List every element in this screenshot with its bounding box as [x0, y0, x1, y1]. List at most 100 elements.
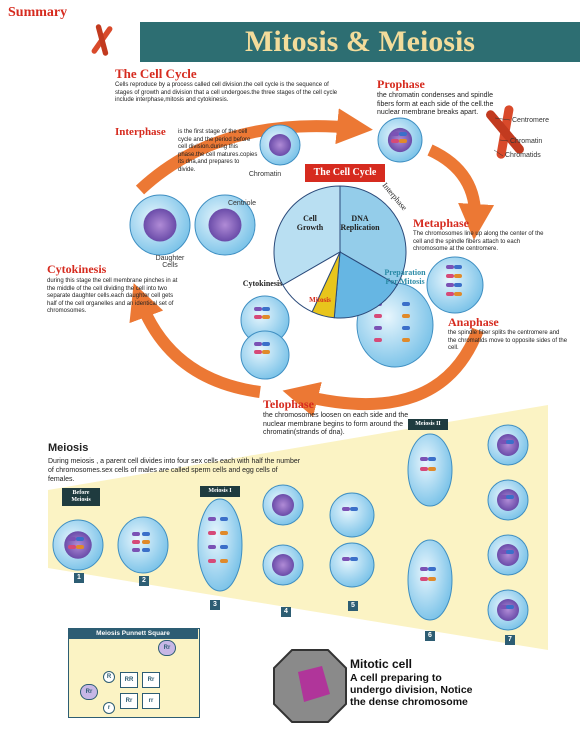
chromatid — [220, 531, 228, 535]
prophase-title: Prophase — [377, 77, 425, 91]
pie-label: DNA Replication — [340, 214, 380, 232]
telophase-text: the chromosomes loosen on each side and … — [263, 412, 409, 436]
chromatid — [506, 495, 514, 499]
chromatid — [142, 532, 150, 536]
meiosis-title: Meiosis — [48, 442, 89, 454]
nucleus — [497, 489, 519, 511]
chromatid — [254, 315, 262, 319]
punnett-title: Meiosis Punnett Square — [68, 628, 198, 639]
cell-cycle-text: Cells reproduce by a process called cell… — [115, 82, 338, 103]
chromosome-label: Chromatids — [505, 152, 541, 159]
chromatid — [506, 440, 514, 444]
chromatin-label: Chromatin — [248, 171, 282, 178]
chromatid — [262, 342, 270, 346]
chromatid — [68, 537, 76, 541]
chromatid — [500, 550, 508, 554]
chromatid — [132, 548, 140, 552]
cell — [329, 542, 375, 588]
nucleus — [497, 599, 519, 621]
chromatid — [208, 517, 216, 521]
step-number: 3 — [210, 600, 220, 610]
chromatid — [262, 315, 270, 319]
chromatid — [254, 350, 262, 354]
anaphase-text: the spindle fiber splits the centromere … — [448, 330, 568, 351]
chromatid — [132, 540, 140, 544]
punnett-cell: RR — [120, 672, 138, 688]
cell — [329, 492, 375, 538]
meiosis-tag: Before Meiosis — [62, 488, 100, 506]
chromatid — [402, 314, 410, 318]
cell-cycle-title: The Cell Cycle — [115, 66, 197, 81]
step-number: 4 — [281, 607, 291, 617]
nucleus — [497, 434, 519, 456]
daughter-cells-label: Daughter Cells — [155, 255, 185, 269]
nucleus — [143, 208, 177, 242]
punnett-parent: Rr — [80, 684, 98, 700]
chromatid — [420, 467, 428, 471]
chromatid — [350, 557, 358, 561]
pie-wedge — [339, 185, 407, 286]
punnett-cell: Rr — [142, 672, 160, 688]
pie-label: Cell Growth — [296, 214, 324, 232]
chromatid — [68, 545, 76, 549]
chromatid — [342, 557, 350, 561]
anaphase-title: Anaphase — [448, 315, 499, 329]
pie-wedge — [282, 250, 342, 313]
summary-label: Summary — [8, 5, 68, 20]
chromosome-arm — [95, 24, 109, 56]
pie-label: Preparation For Mitosis — [384, 268, 426, 286]
chromatid — [402, 338, 410, 342]
chromatid — [220, 545, 228, 549]
chromatid — [500, 440, 508, 444]
chromatid — [254, 307, 262, 311]
chromatid — [454, 274, 462, 278]
chromatid — [500, 495, 508, 499]
chromatid — [428, 467, 436, 471]
step-number: 1 — [74, 573, 84, 583]
pie-label: Cytokinesis — [242, 279, 283, 288]
cell — [240, 330, 290, 380]
chromatid — [374, 314, 382, 318]
chromatid — [262, 350, 270, 354]
pie-title: The Cell Cycle — [305, 164, 385, 182]
chromatid — [399, 132, 407, 136]
cell — [197, 498, 243, 592]
chromatid — [420, 567, 428, 571]
chromosome-label: Centromere — [512, 117, 549, 124]
pie-label: Mitosis — [309, 296, 331, 304]
chromatid — [428, 577, 436, 581]
chromatid — [208, 545, 216, 549]
cell — [117, 516, 169, 574]
meiosis-tag: Meiosis II — [408, 419, 448, 430]
centriole-label: Centriole — [227, 200, 256, 207]
leader — [493, 149, 504, 157]
step-number: 7 — [505, 635, 515, 645]
chromatid — [402, 302, 410, 306]
step-number: 2 — [139, 576, 149, 586]
chromatid — [208, 559, 216, 563]
chromatid — [454, 283, 462, 287]
chromatid — [399, 139, 407, 143]
chromatid — [500, 605, 508, 609]
chromatid — [446, 274, 454, 278]
chromatid — [342, 507, 350, 511]
chromatid — [220, 517, 228, 521]
chromatid — [76, 545, 84, 549]
meiosis-text: During meiosis , a parent cell divides i… — [48, 458, 301, 483]
chromatid — [428, 567, 436, 571]
nucleus — [208, 208, 242, 242]
chromatid — [132, 532, 140, 536]
chromatid — [254, 342, 262, 346]
chromatid — [262, 307, 270, 311]
chromatid — [76, 537, 84, 541]
punnett-cell: Rr — [120, 693, 138, 709]
nucleus — [272, 494, 294, 516]
pie-wedge — [333, 251, 398, 319]
chromatid — [374, 338, 382, 342]
chromatid — [420, 457, 428, 461]
interphase-title: Interphase — [115, 126, 166, 138]
leader — [494, 117, 511, 121]
chromatid — [506, 605, 514, 609]
